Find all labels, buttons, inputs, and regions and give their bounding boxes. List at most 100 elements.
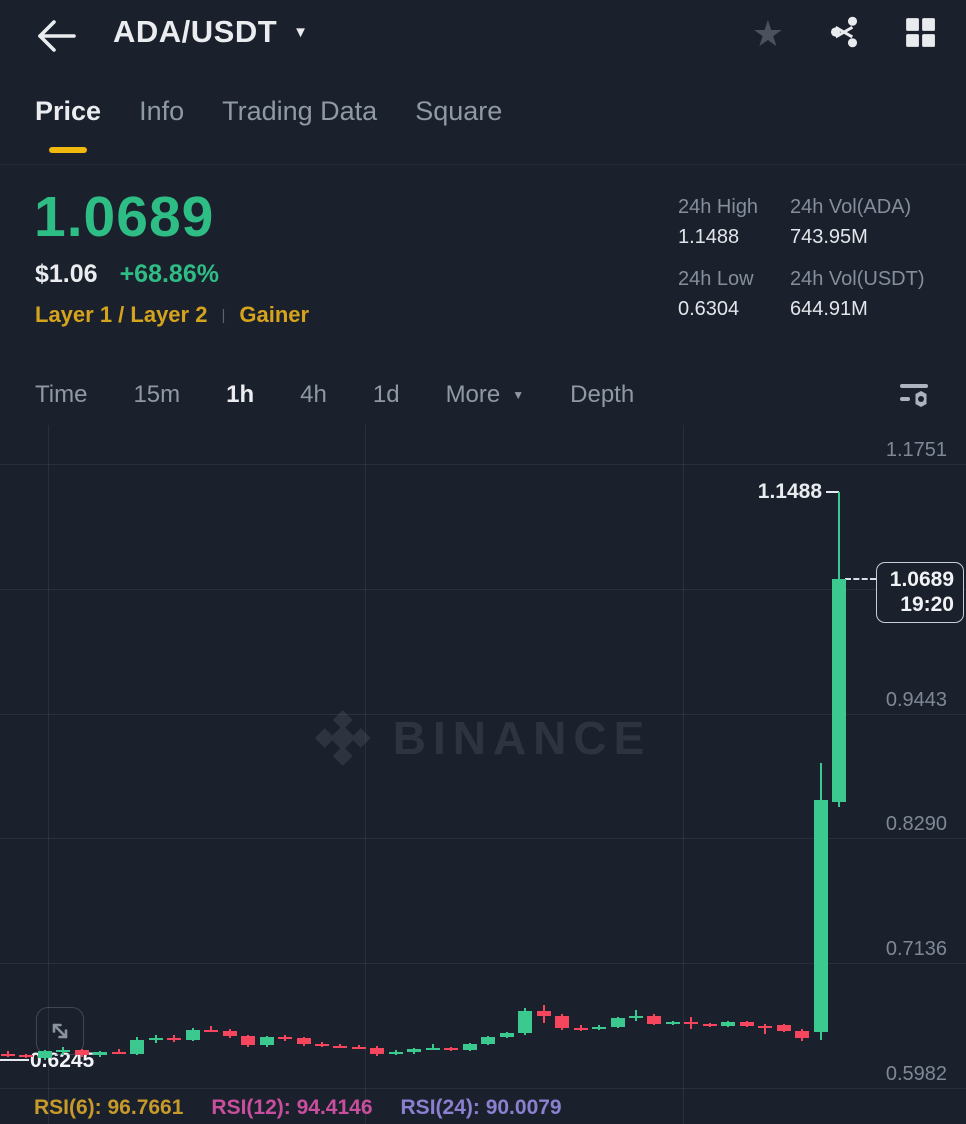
candle-body: [278, 1037, 293, 1040]
timeframe-4h[interactable]: 4h: [300, 381, 327, 408]
tab-trading-data-label: Trading Data: [222, 96, 378, 126]
grid-line-vertical: [683, 425, 684, 1124]
candle-body: [93, 1051, 108, 1056]
candle-body: [592, 1026, 607, 1029]
candle-wick: [431, 1043, 434, 1051]
candle-wick: [117, 1049, 120, 1055]
indicator-settings-button[interactable]: [897, 380, 933, 412]
candle-body: [56, 1050, 71, 1053]
candle-body: [555, 1015, 570, 1028]
candle-body: [241, 1036, 256, 1046]
timeframe-1d[interactable]: 1d: [372, 381, 400, 408]
candle-body: [832, 578, 847, 802]
candle-body: [702, 1024, 717, 1027]
timeframe-15m[interactable]: 15m: [133, 381, 181, 408]
tab-square-label: Square: [415, 96, 503, 126]
stat-24h-vol-ada-label: 24h Vol(ADA): [790, 196, 912, 218]
share-icon[interactable]: [828, 15, 860, 54]
candle-body: [518, 1011, 533, 1034]
candle-body: [573, 1027, 588, 1030]
grid-line-horizontal: [0, 963, 966, 965]
y-axis-label: 0.5982: [885, 1062, 947, 1085]
candle-body: [222, 1030, 237, 1037]
grid-line-vertical: [48, 425, 49, 1124]
divider: [0, 164, 966, 165]
stat-24h-vol-usdt-label: 24h Vol(USDT): [790, 268, 925, 290]
candle-body: [296, 1038, 311, 1045]
y-axis-label: 1.1751: [885, 439, 947, 461]
rsi-12-value: RSI(12): 94.4146: [211, 1096, 373, 1119]
timeframe-1h[interactable]: 1h: [226, 381, 255, 408]
candle-body: [37, 1051, 52, 1058]
tab-trading-data[interactable]: Trading Data: [222, 96, 377, 153]
timeframe-time[interactable]: Time: [35, 381, 88, 408]
candle-wick: [357, 1044, 360, 1050]
candle-body: [776, 1025, 791, 1031]
candle-body: [111, 1051, 126, 1054]
last-price-badge: 1.0689 19:20: [876, 561, 964, 623]
stat-24h-high-value: 1.1488: [678, 226, 740, 248]
last-price-time: 19:20: [900, 592, 954, 616]
watermark-text: BINANCE: [392, 712, 652, 764]
markets-grid-icon[interactable]: [904, 15, 936, 54]
candle-body: [1, 1053, 15, 1056]
tag-separator: |: [221, 306, 226, 324]
tab-price-label: Price: [35, 96, 102, 126]
candle-body: [610, 1017, 625, 1027]
stat-24h-low-label: 24h Low: [678, 268, 754, 290]
candle-body: [74, 1050, 89, 1055]
tab-bar: Price Info Trading Data Square: [35, 96, 502, 153]
grid-line-horizontal: [0, 838, 966, 840]
fullscreen-button[interactable]: [36, 1007, 84, 1055]
more-label: More: [445, 381, 501, 408]
candle-wick: [210, 1026, 213, 1032]
candle-body: [19, 1055, 34, 1058]
candle-body: [407, 1049, 422, 1052]
depth-button[interactable]: Depth: [570, 381, 635, 408]
y-axis-label: 0.7136: [885, 938, 947, 961]
candle-body: [462, 1043, 477, 1051]
favorite-star-icon[interactable]: ★: [751, 13, 784, 54]
tab-price[interactable]: Price: [35, 96, 101, 153]
last-price-dashed-line: [845, 577, 876, 580]
pair-title: ADA/USDT: [113, 14, 278, 49]
chevron-down-icon: ▼: [512, 388, 525, 402]
candle-body: [314, 1044, 329, 1047]
stat-24h-low-value: 0.6304: [678, 298, 740, 320]
tab-square[interactable]: Square: [415, 96, 502, 153]
candle-body: [758, 1026, 773, 1029]
candle-body: [370, 1048, 385, 1054]
timeframe-toolbar: Time 15m 1h 4h 1d More ▼ Depth: [35, 381, 634, 409]
candle-body: [444, 1048, 459, 1051]
candle-body: [647, 1015, 662, 1024]
tag-gainer[interactable]: Gainer: [239, 302, 310, 327]
price-change-percent: +68.86%: [119, 260, 219, 288]
last-price-display: 1.0689: [34, 185, 215, 249]
candle-body: [130, 1039, 145, 1054]
tag-layer1-layer2[interactable]: Layer 1 / Layer 2: [35, 302, 208, 327]
indicator-settings-icon: [900, 384, 928, 407]
candle-body: [813, 800, 828, 1032]
rsi-24-value: RSI(24): 90.0079: [400, 1096, 562, 1119]
pair-selector[interactable]: ADA/USDT ▼: [113, 14, 308, 50]
candle-body: [684, 1022, 699, 1025]
candle-body: [351, 1047, 366, 1050]
candle-body: [148, 1037, 163, 1040]
y-axis-label: 0.8290: [885, 813, 947, 836]
candle-body: [721, 1022, 736, 1027]
candle-body: [481, 1037, 496, 1044]
rsi-6-value: RSI(6): 96.7661: [34, 1096, 184, 1119]
candle-body: [536, 1011, 551, 1016]
candle-body: [185, 1029, 200, 1041]
stat-24h-vol-usdt-value: 644.91M: [790, 298, 868, 320]
more-timeframes-dropdown[interactable]: More ▼: [446, 381, 525, 409]
candle-body: [795, 1030, 810, 1039]
header: ADA/USDT ▼ ★: [0, 0, 966, 72]
grid-line-horizontal: [0, 713, 966, 715]
candle-body: [739, 1022, 754, 1027]
y-axis-label: 0.9443: [885, 688, 947, 711]
tab-info[interactable]: Info: [139, 96, 184, 153]
back-button[interactable]: [30, 12, 82, 60]
